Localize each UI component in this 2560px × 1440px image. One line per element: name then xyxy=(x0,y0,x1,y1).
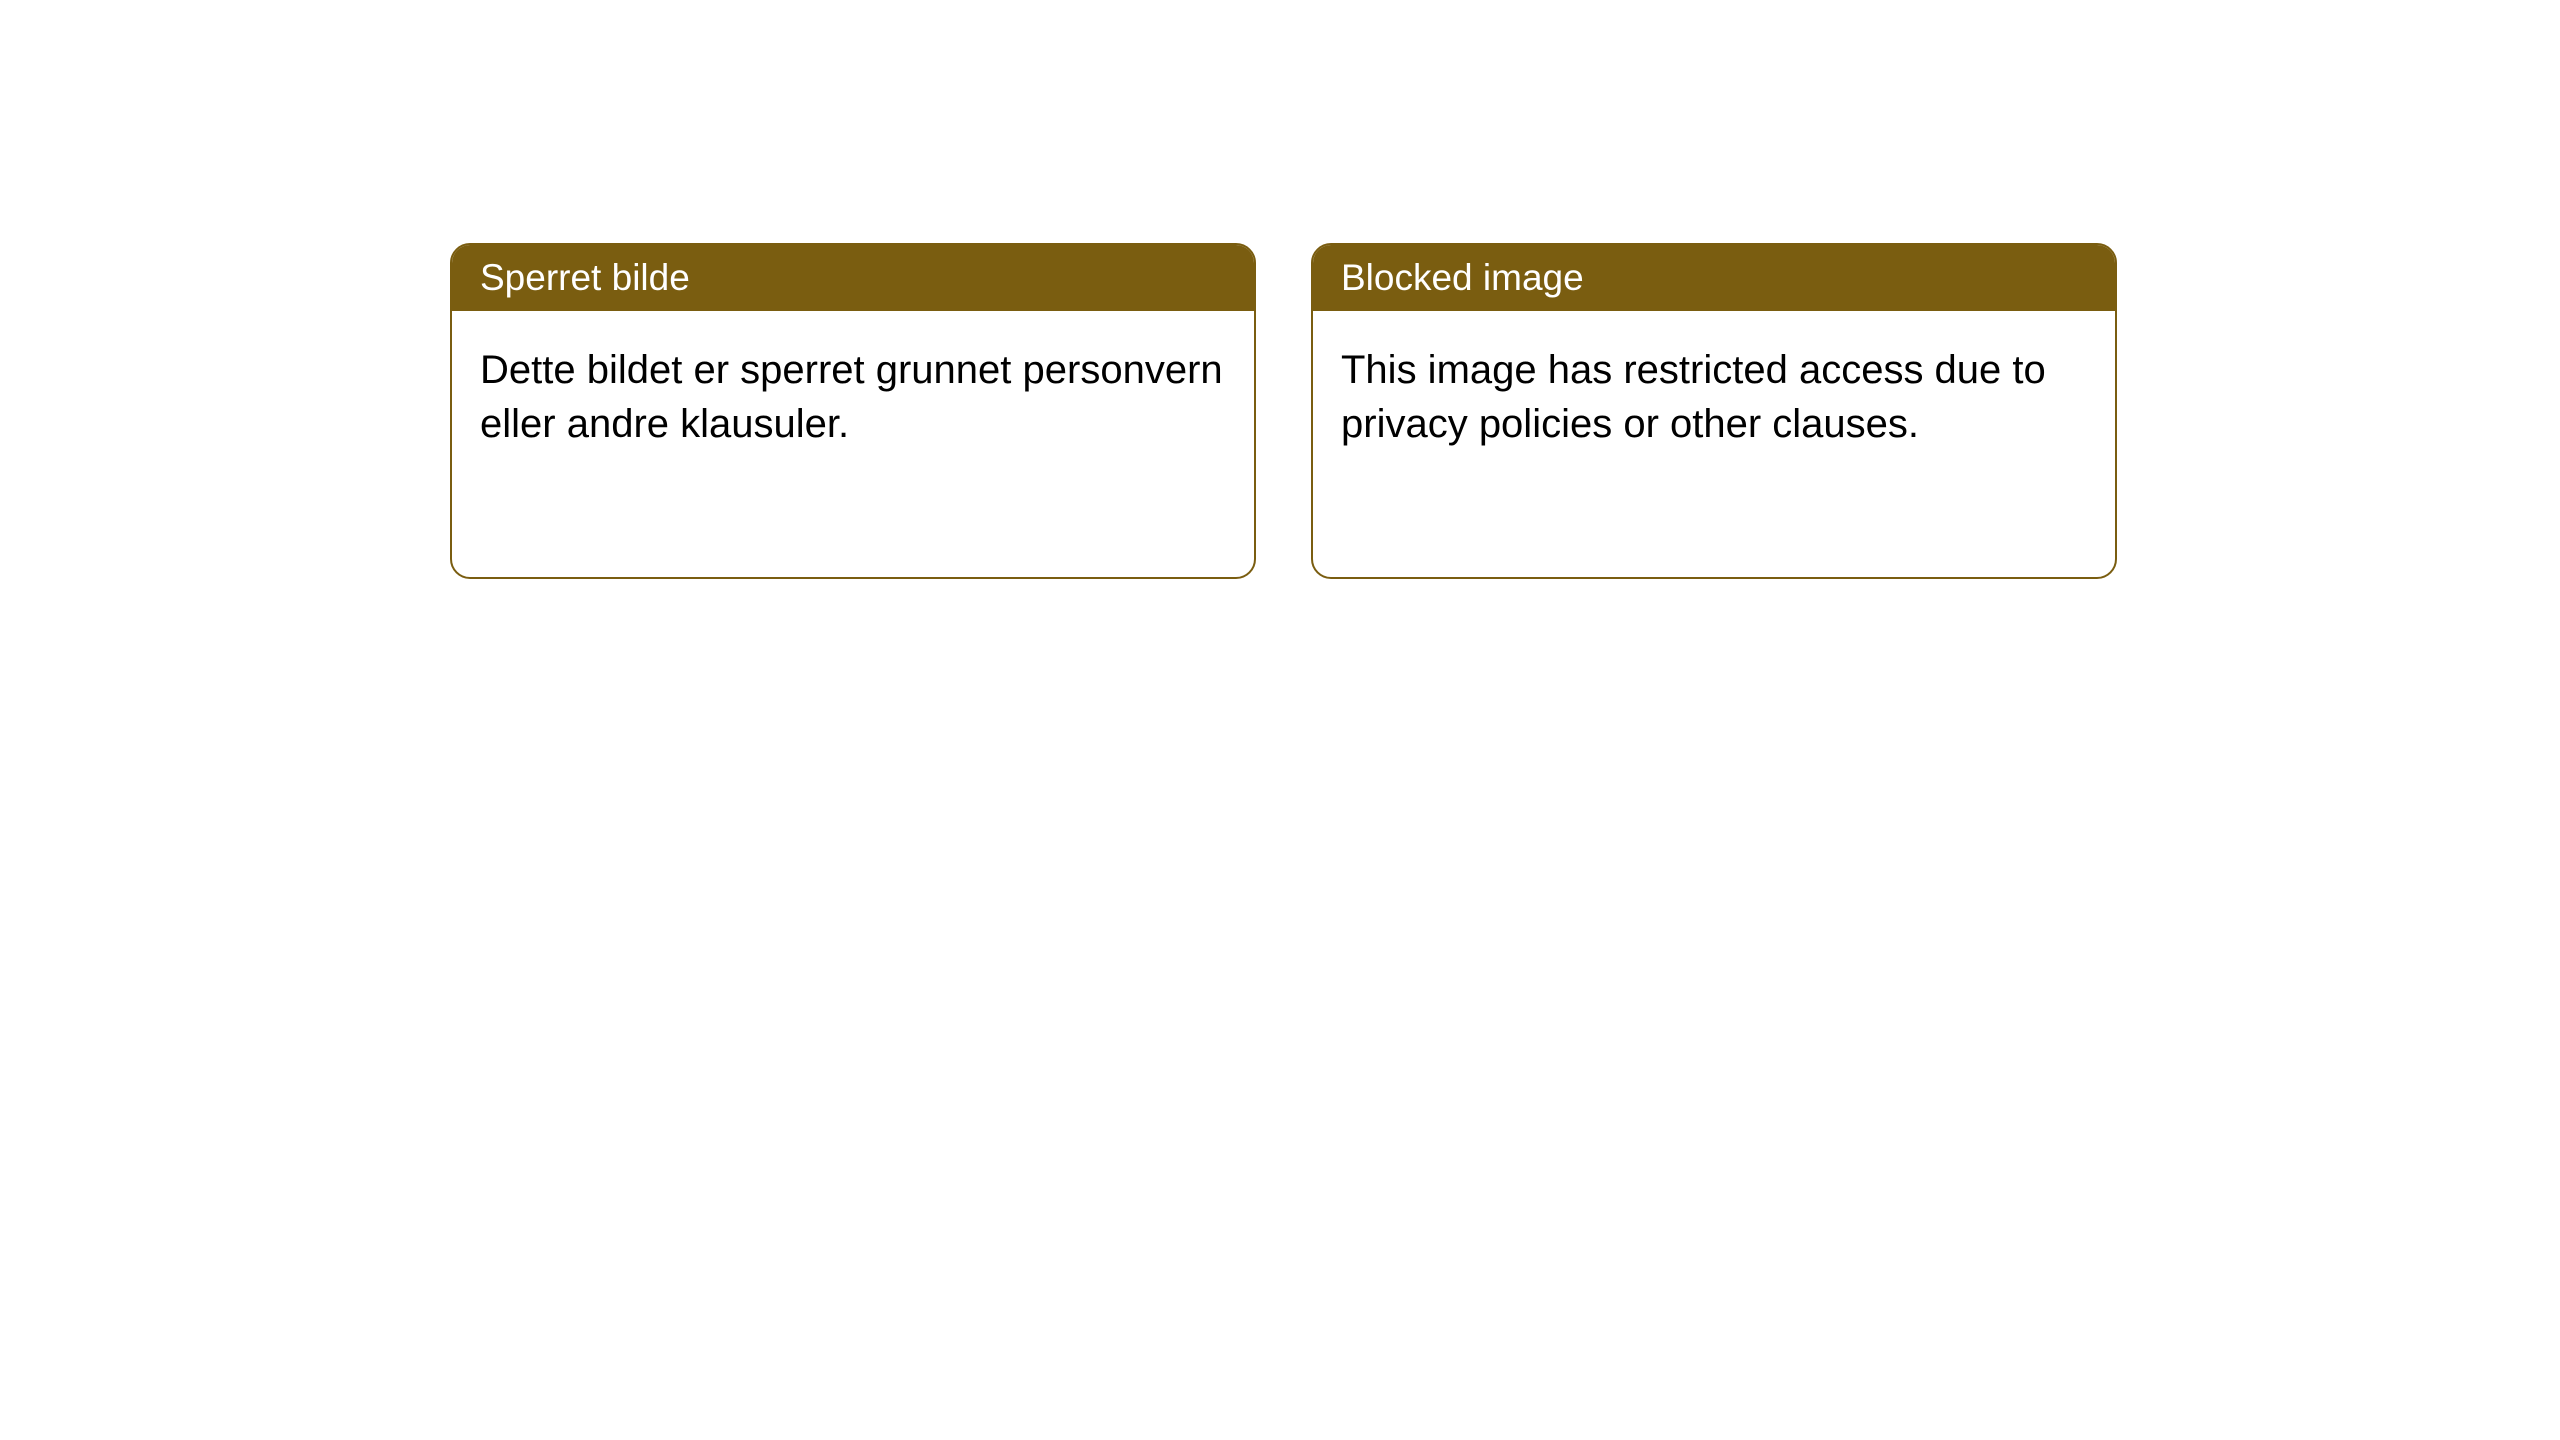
notice-card-norwegian: Sperret bilde Dette bildet er sperret gr… xyxy=(450,243,1256,579)
notice-container: Sperret bilde Dette bildet er sperret gr… xyxy=(0,0,2560,579)
notice-body-english: This image has restricted access due to … xyxy=(1313,311,2115,483)
notice-header-english: Blocked image xyxy=(1313,245,2115,311)
notice-body-norwegian: Dette bildet er sperret grunnet personve… xyxy=(452,311,1254,483)
notice-card-english: Blocked image This image has restricted … xyxy=(1311,243,2117,579)
notice-header-norwegian: Sperret bilde xyxy=(452,245,1254,311)
